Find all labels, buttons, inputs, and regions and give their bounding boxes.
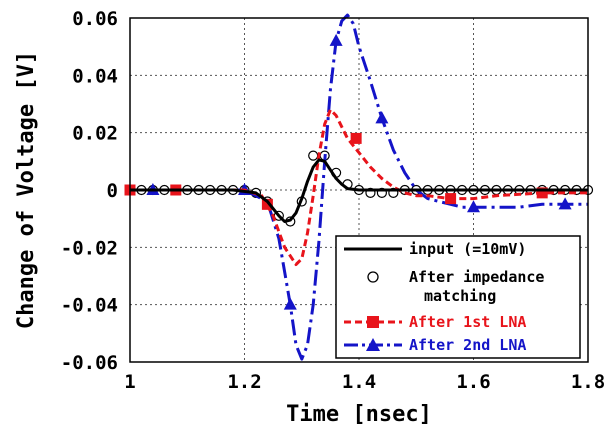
legend-label-2nd-lna: After 2nd LNA: [409, 336, 526, 354]
y-axis-title: Change of Voltage [V]: [14, 51, 39, 329]
lna1-marker: [445, 193, 457, 205]
y-tick-label: 0.02: [72, 123, 118, 145]
y-tick-label: -0.02: [61, 237, 118, 259]
lna2-marker: [283, 297, 297, 310]
legend-marker-2nd-lna: [366, 338, 380, 351]
lna1-marker: [261, 198, 273, 210]
x-tick-label: 1.6: [456, 371, 490, 393]
legend-marker-1st-lna: [367, 316, 379, 328]
legend-box: [335, 235, 581, 359]
legend-label-input: input (=10mV): [409, 240, 526, 258]
series-line-1st-lna: [130, 108, 588, 266]
y-tick-label: 0.04: [72, 65, 118, 87]
y-tick-label: 0.06: [72, 8, 118, 30]
legend-label-1st-lna: After 1st LNA: [409, 313, 526, 331]
x-tick-label: 1.8: [571, 371, 605, 393]
plot-frame: [129, 17, 589, 363]
y-tick-label: 0: [107, 180, 118, 202]
lna2-marker: [467, 200, 480, 213]
tick-labels: 1 1.2 1.4 1.6 1.8 -0.06 -0.04 -0.02 0 0.02 0.04 0.0…: [61, 8, 605, 393]
legend: input (=10mV) After impedance matching A…: [335, 235, 581, 359]
legend-swatch-matching: [367, 271, 379, 283]
lna1-marker: [350, 132, 362, 144]
x-axis-title: Time [nsec]: [286, 402, 432, 427]
lna2-marker: [329, 33, 343, 46]
legend-label-matching-1: After impedance: [409, 268, 544, 286]
x-tick-label: 1.2: [227, 371, 261, 393]
series-layer: [124, 13, 594, 361]
series-line-input: [130, 158, 588, 223]
y-tick-label: -0.04: [61, 295, 118, 317]
lna2-marker: [558, 197, 572, 210]
x-tick-label: 1.4: [342, 371, 376, 393]
matching-point: [308, 150, 319, 161]
y-tick-label: -0.06: [61, 352, 118, 374]
legend-label-matching-2: matching: [424, 287, 496, 305]
x-tick-label: 1: [124, 371, 135, 393]
lna2-marker: [375, 111, 389, 124]
lna1-marker: [536, 187, 548, 199]
